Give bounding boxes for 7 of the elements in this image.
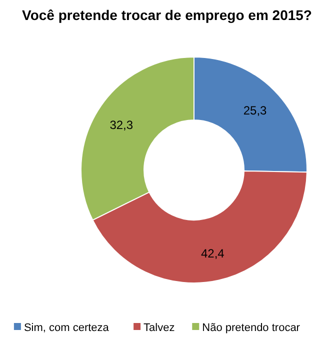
legend-label: Sim, com certeza [24,322,110,334]
chart-title: Você pretende trocar de emprego em 2015? [22,7,312,23]
data-label: 32,3 [110,118,134,132]
data-label: 25,3 [243,103,268,118]
data-label: 42,4 [200,246,225,261]
legend-label: Não pretendo trocar [202,322,300,334]
legend-label: Talvez [144,322,175,334]
